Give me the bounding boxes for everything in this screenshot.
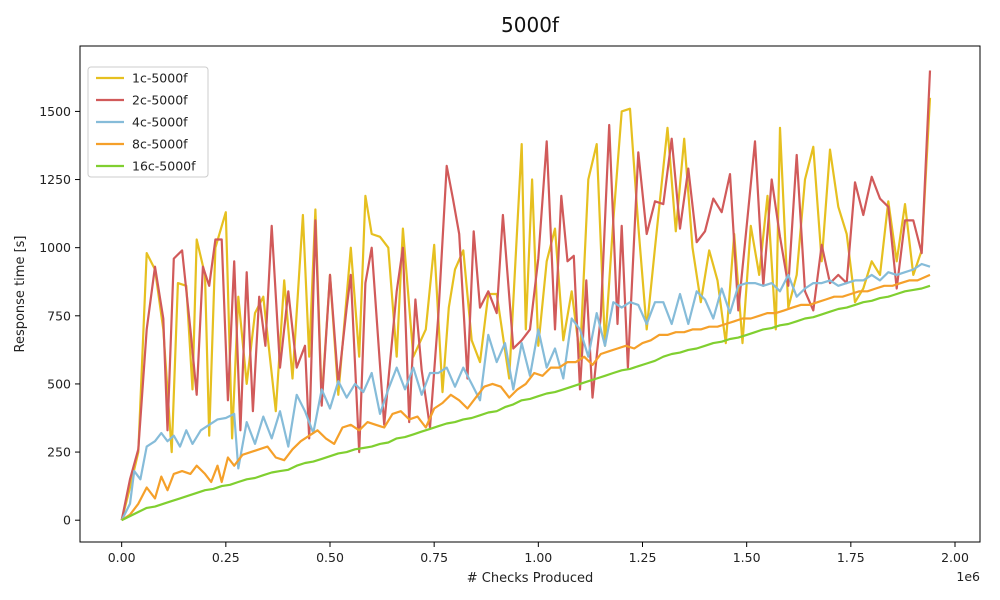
x-tick-label: 1.00 (524, 550, 552, 565)
x-tick-label: 0.00 (108, 550, 136, 565)
plot-frame (79, 45, 981, 543)
y-tick-label: 750 (47, 308, 71, 323)
legend-label-1c-5000f: 1c-5000f (132, 71, 188, 86)
y-tick-label: 0 (63, 513, 71, 528)
legend-label-2c-5000f: 2c-5000f (132, 93, 188, 108)
x-tick-label: 0.25 (212, 550, 240, 565)
x-tick-label: 0.75 (420, 550, 448, 565)
x-tick-label: 1.50 (733, 550, 761, 565)
x-tick-label: 2.00 (941, 550, 969, 565)
x-axis-ticks: 0.00 0.25 0.50 0.75 1.00 1.25 1.50 1.75 2.00 (108, 542, 969, 565)
x-axis-offset-label: 1e6 (956, 569, 980, 584)
legend-label-16c-5000f: 16c-5000f (132, 159, 196, 174)
legend-box (87, 66, 209, 178)
chart-title: 5000f (501, 13, 560, 37)
series-line-16c-5000f (121, 284, 931, 522)
y-tick-label: 1500 (39, 104, 71, 119)
plot-lines (120, 70, 932, 522)
x-tick-label: 0.50 (316, 550, 344, 565)
series-line-8c-5000f (121, 273, 931, 522)
series-line-1c-5000f (120, 97, 932, 521)
y-tick-label: 1000 (39, 240, 71, 255)
y-axis-label: Response time [s] (13, 236, 28, 353)
y-axis-ticks: 0 250 500 750 1000 1250 1500 (39, 104, 80, 528)
legend-label-8c-5000f: 8c-5000f (132, 137, 188, 152)
y-tick-label: 250 (47, 445, 71, 460)
series-line-4c-5000f (120, 262, 931, 521)
x-tick-label: 1.75 (837, 550, 865, 565)
x-axis-label: # Checks Produced (467, 571, 593, 586)
series-line-2c-5000f (120, 70, 932, 521)
y-tick-label: 500 (47, 376, 71, 391)
y-tick-label: 1250 (39, 172, 71, 187)
x-tick-label: 1.25 (629, 550, 657, 565)
legend: 1c-5000f 2c-5000f 4c-5000f 8c-5000f 16c-5000… (87, 66, 209, 178)
legend-label-4c-5000f: 4c-5000f (132, 115, 188, 130)
